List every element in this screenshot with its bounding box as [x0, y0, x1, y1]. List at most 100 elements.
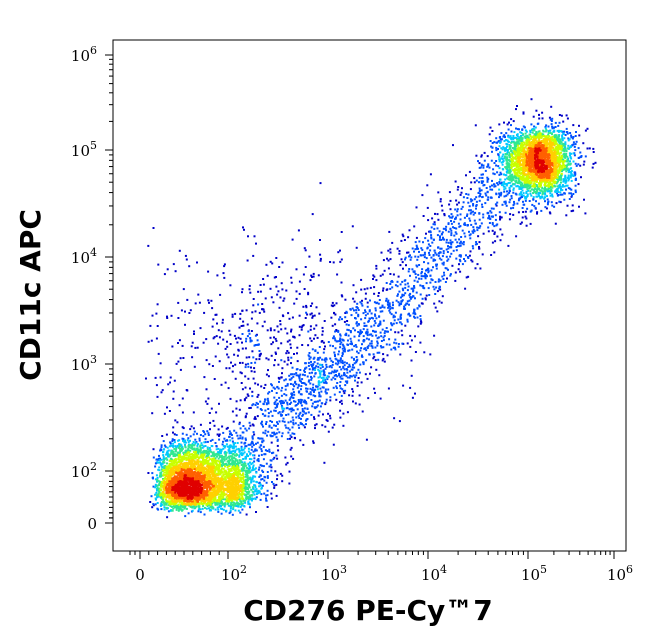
event-dot [475, 154, 478, 157]
event-dot [495, 160, 498, 162]
event-dot [557, 145, 560, 148]
event-dot [259, 284, 262, 286]
event-dot [149, 324, 152, 327]
event-dot [232, 456, 235, 459]
event-dot [423, 351, 426, 354]
event-dot [340, 231, 343, 233]
event-dot [513, 200, 515, 203]
event-dot [169, 381, 171, 384]
event-dot [537, 122, 540, 125]
event-dot [550, 120, 553, 122]
event-dot [258, 454, 260, 457]
event-dot [202, 458, 204, 461]
event-dot [214, 508, 217, 511]
event-dot [412, 290, 415, 293]
event-dot [343, 320, 346, 323]
event-dot [559, 168, 562, 171]
event-dot [229, 446, 232, 448]
event-dot [507, 140, 510, 143]
event-dot [546, 188, 549, 191]
event-dot [382, 357, 385, 360]
event-dot [245, 471, 248, 474]
event-dot [270, 426, 273, 429]
event-dot [154, 497, 157, 500]
event-dot [504, 153, 507, 155]
event-dot [315, 400, 318, 403]
event-dot [534, 190, 536, 193]
event-dot [252, 468, 255, 471]
event-dot [355, 371, 358, 374]
event-dot [500, 132, 503, 135]
event-dot [318, 395, 321, 398]
event-dot [413, 250, 415, 253]
event-dot [290, 410, 293, 413]
event-dot [325, 366, 328, 368]
event-dot [584, 129, 587, 132]
event-dot [529, 131, 532, 134]
event-dot [330, 372, 333, 375]
event-dot [425, 274, 428, 277]
event-dot [177, 342, 179, 344]
event-dot [365, 438, 368, 441]
event-dot [179, 448, 182, 451]
event-dot [288, 339, 291, 342]
event-dot [498, 196, 500, 199]
event-dot [311, 348, 314, 351]
event-dot [502, 160, 505, 162]
event-dot [392, 304, 394, 307]
event-dot [544, 193, 547, 196]
event-dot [220, 330, 223, 333]
event-dot [456, 188, 459, 191]
event-dot [347, 324, 350, 327]
event-dot [373, 286, 376, 289]
event-dot [532, 183, 535, 186]
event-dot [175, 362, 178, 365]
event-dot [163, 448, 166, 451]
event-dot [317, 383, 320, 386]
event-dot [228, 512, 231, 515]
event-dot [540, 195, 543, 198]
event-dot [549, 118, 552, 121]
event-dot [416, 307, 419, 310]
event-dot [234, 445, 237, 448]
event-dot [231, 499, 233, 502]
event-dot [366, 334, 369, 337]
event-dot [162, 440, 165, 443]
event-dot [318, 363, 321, 366]
event-dot [349, 342, 352, 345]
event-dot [498, 188, 501, 191]
event-dot [263, 492, 266, 495]
event-dot [260, 478, 263, 481]
event-dot [226, 460, 229, 463]
event-dot [342, 366, 345, 369]
event-dot [472, 203, 475, 205]
event-dot [226, 456, 229, 459]
event-dot [393, 315, 396, 318]
event-dot [319, 395, 322, 398]
event-dot [235, 505, 238, 507]
event-dot [358, 394, 361, 397]
event-dot [177, 456, 180, 458]
event-dot [273, 456, 276, 459]
event-dot [508, 170, 511, 173]
event-dot [260, 493, 263, 496]
event-dot [160, 471, 163, 474]
event-dot [374, 346, 377, 349]
event-dot [223, 455, 226, 458]
event-dot [325, 401, 328, 404]
event-dot [503, 181, 506, 184]
event-dot [367, 397, 370, 400]
event-dot [404, 304, 407, 307]
event-dot [204, 506, 206, 509]
event-dot [172, 397, 175, 400]
event-dot [239, 434, 242, 437]
event-dot [372, 329, 374, 332]
event-dot [456, 208, 459, 211]
event-dot [498, 159, 501, 162]
event-dot [296, 360, 299, 363]
event-dot [264, 432, 267, 435]
event-dot [373, 320, 376, 322]
event-dot [548, 211, 551, 214]
event-dot [339, 375, 342, 378]
event-dot [193, 444, 196, 447]
